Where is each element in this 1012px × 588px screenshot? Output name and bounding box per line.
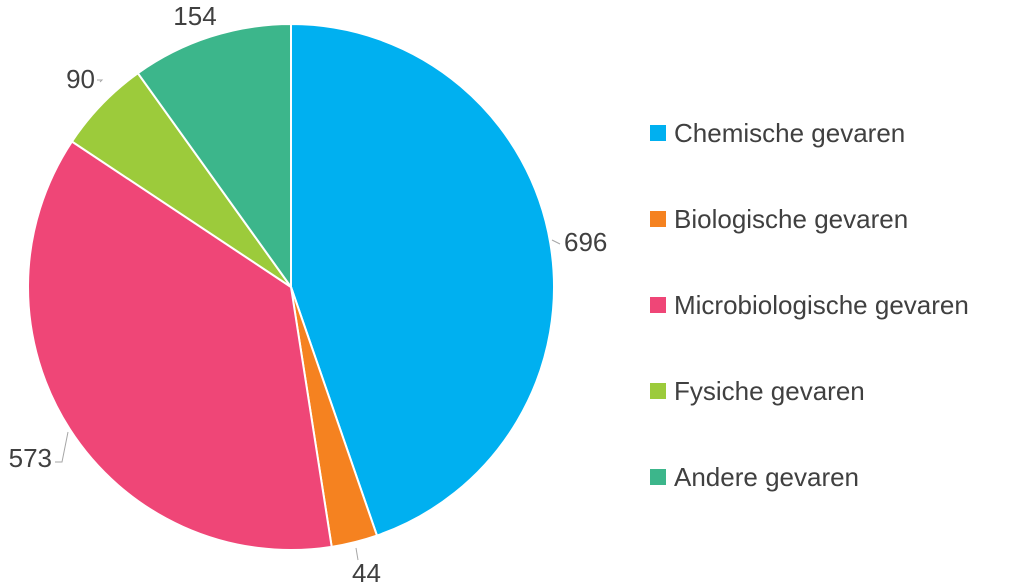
legend-label-fysiche-gevaren: Fysiche gevaren (674, 376, 865, 406)
legend-swatch-andere-gevaren (650, 469, 666, 485)
pie-slices (27, 22, 555, 551)
legend-label-biologische-gevaren: Biologische gevaren (674, 204, 908, 234)
leader-line-fysiche-gevaren (97, 79, 104, 83)
leader-lines (55, 79, 561, 561)
pie-slice-andere-gevaren (136, 22, 292, 291)
data-label-microbiologische-gevaren: 573 (9, 443, 52, 473)
legend-swatch-biologische-gevaren (650, 211, 666, 227)
legend-swatch-chemische-gevaren (650, 125, 666, 141)
data-labels: 696 44 573 90 154 (9, 1, 608, 588)
legend-label-andere-gevaren: Andere gevaren (674, 462, 859, 492)
pie-slice-microbiologische-gevaren (27, 140, 333, 551)
leader-line-biologische-gevaren (355, 547, 359, 561)
data-label-andere-gevaren: 154 (173, 1, 216, 31)
data-label-chemische-gevaren: 696 (564, 227, 607, 257)
legend-label-chemische-gevaren: Chemische gevaren (674, 118, 905, 148)
legend-swatch-fysiche-gevaren (650, 383, 666, 399)
legend-label-microbiologische-gevaren: Microbiologische gevaren (674, 290, 969, 320)
legend-swatch-microbiologische-gevaren (650, 297, 666, 313)
leader-line-microbiologische-gevaren (55, 431, 69, 463)
leader-line-chemische-gevaren (551, 239, 561, 245)
pie-slice-chemische-gevaren (290, 22, 555, 537)
data-label-fysiche-gevaren: 90 (66, 64, 95, 94)
data-label-biologische-gevaren: 44 (352, 558, 381, 588)
legend: Chemische gevaren Biologische gevaren Micr… (650, 118, 969, 492)
